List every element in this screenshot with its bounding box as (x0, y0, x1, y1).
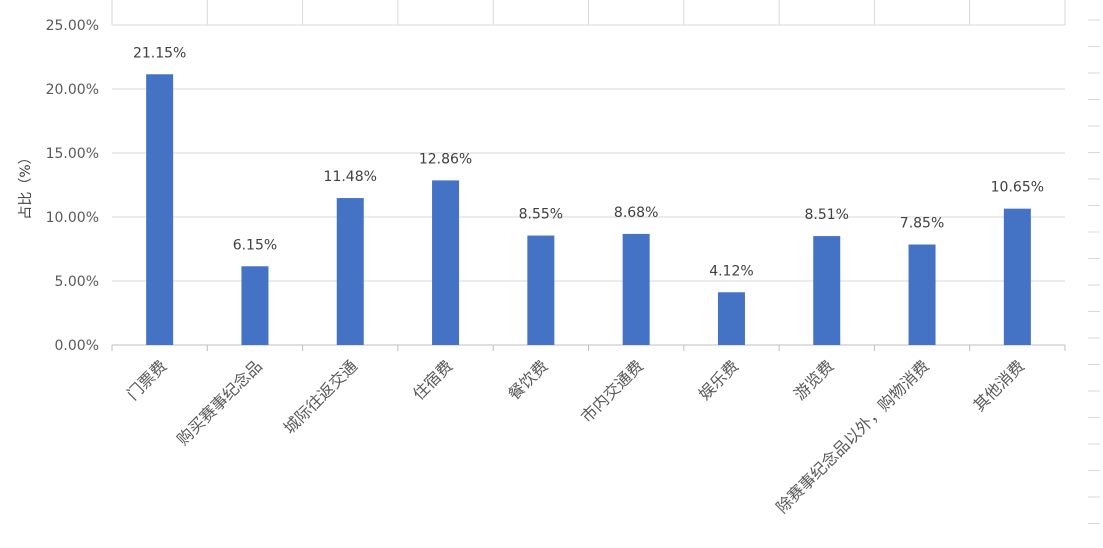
data-labels: 21.15% 6.15% 11.48% 12.86% 8.55% 8.68% 4.12% 8.… (133, 45, 1044, 279)
data-label: 8.68% (614, 205, 658, 221)
data-label: 8.51% (805, 207, 849, 223)
bar (241, 266, 269, 345)
data-label: 8.55% (519, 207, 563, 223)
gridlines (111, 0, 1066, 351)
category-label: 住宿费 (409, 356, 456, 403)
category-label: 城际往返交通 (280, 356, 361, 437)
category-label: 餐饮费 (504, 356, 551, 403)
bar (527, 235, 555, 345)
bar (717, 292, 745, 345)
y-axis-ticks: 0.00% 5.00% 10.00% 15.00% 20.00% 25.00% (46, 18, 99, 354)
data-label: 10.65% (991, 180, 1044, 196)
data-label: 21.15% (133, 45, 186, 61)
y-tick-label: 10.00% (46, 210, 99, 226)
category-label: 购买赛事纪念品 (173, 356, 266, 449)
bar (622, 233, 650, 345)
x-axis-categories: 门票费 购买赛事纪念品 城际往返交通 住宿费 餐饮费 市内交通费 娱乐费 游览费除赛事纪念品以… (123, 356, 1028, 517)
bar (813, 236, 841, 345)
data-label: 6.15% (233, 237, 277, 253)
y-tick-label: 5.00% (55, 274, 99, 290)
y-tick-label: 25.00% (46, 18, 99, 34)
category-label: 除赛事纪念品以外，购物消费 (772, 356, 933, 517)
bar (336, 198, 364, 345)
data-label: 12.86% (419, 151, 472, 167)
category-label: 门票费 (123, 356, 170, 403)
bar (908, 244, 936, 345)
y-tick-label: 20.00% (46, 82, 99, 98)
y-axis-title: 占比（%） (18, 150, 34, 219)
data-label: 11.48% (324, 169, 377, 185)
bars (146, 74, 1031, 345)
category-label: 娱乐费 (695, 356, 742, 403)
bar (146, 74, 174, 345)
category-label: 市内交通费 (577, 356, 647, 426)
data-label: 4.12% (709, 263, 753, 279)
category-label: 游览费 (790, 356, 837, 403)
data-label: 7.85% (900, 216, 944, 232)
bar (432, 180, 460, 345)
bar (1003, 208, 1031, 345)
y-tick-label: 0.00% (55, 338, 99, 354)
category-label: 其他消费 (969, 356, 1028, 415)
right-edge-ticks (1088, 19, 1100, 524)
y-tick-label: 15.00% (46, 146, 99, 162)
